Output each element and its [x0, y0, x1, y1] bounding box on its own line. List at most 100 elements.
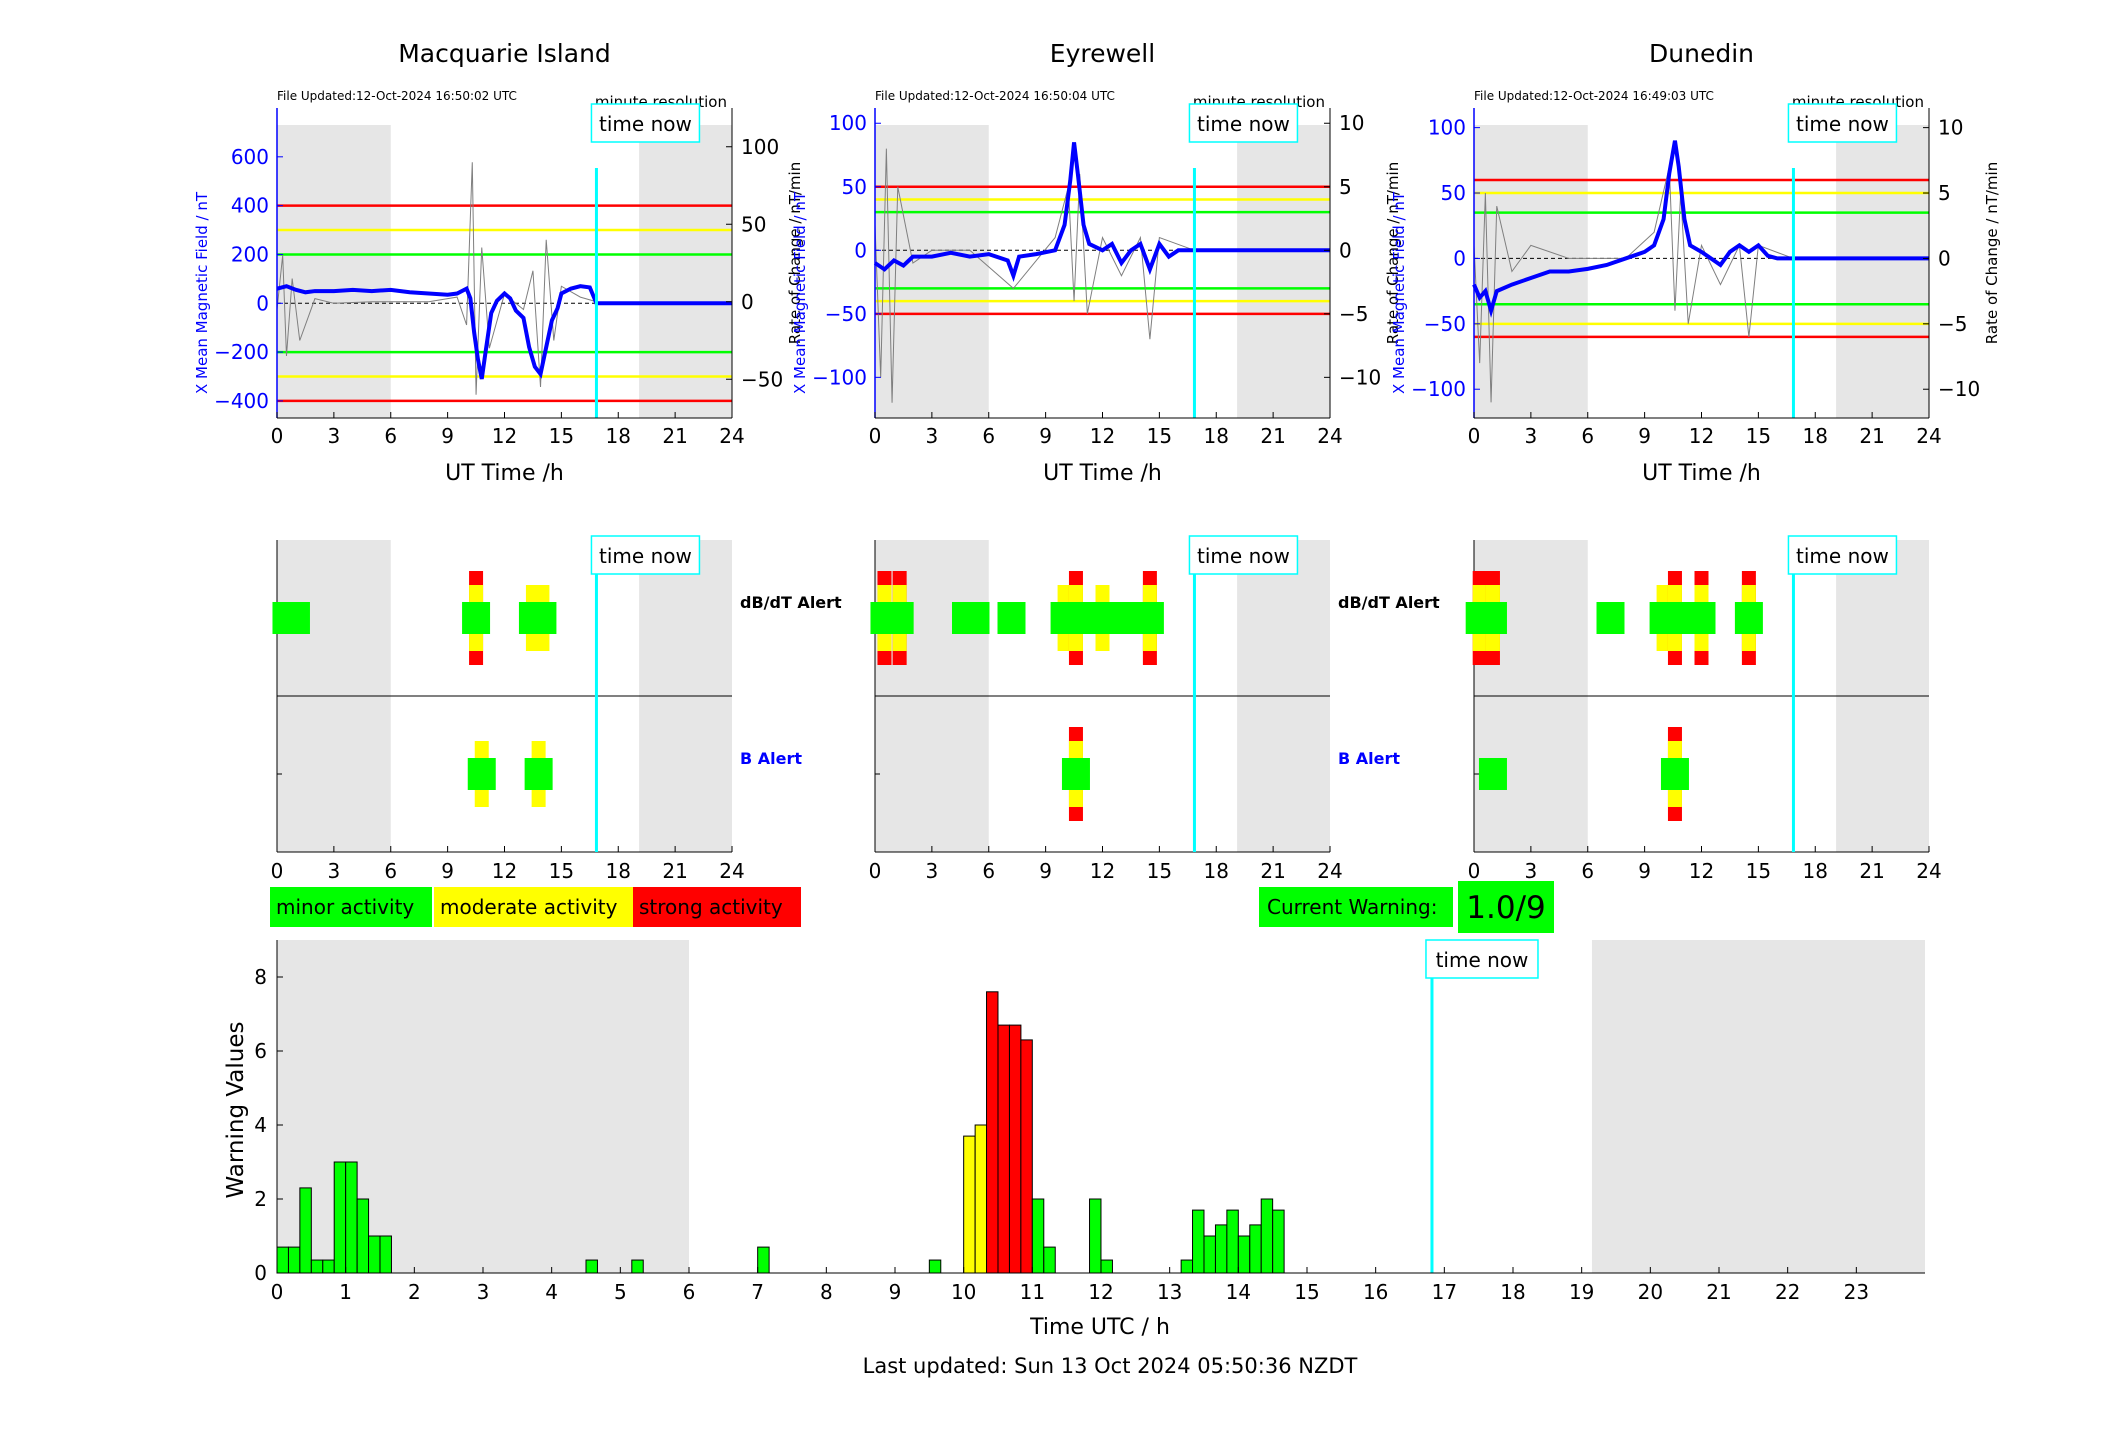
histogram-x-tick-label: 7 — [751, 1280, 764, 1304]
alert-x-tick-label: 24 — [1916, 859, 1941, 883]
x-tick-label: 18 — [1803, 424, 1828, 448]
histogram-x-tick-label: 1 — [339, 1280, 352, 1304]
left-tick-label: −400 — [214, 389, 269, 413]
time-now-box — [590, 103, 701, 143]
station-title: Eyrewell — [1050, 39, 1155, 68]
histogram-x-tick-label: 0 — [271, 1280, 284, 1304]
histogram-y-tick-label: 6 — [254, 1039, 267, 1063]
right-axis-label: Rate of Change / nT/min — [1983, 162, 2001, 344]
panel-dunedin: Dunedin File Updated:12-Oct-2024 16:49:03… — [1390, 39, 2001, 883]
alert-mark-minor — [1061, 602, 1090, 634]
time-now-box — [1787, 103, 1898, 143]
alert-time-now-label: time now — [1796, 544, 1889, 568]
x-tick-label: 6 — [384, 424, 397, 448]
x-tick-label: 15 — [549, 424, 574, 448]
panel-eyrewell: Eyrewell File Updated:12-Oct-2024 16:50:0… — [791, 39, 1440, 883]
right-tick-label: 100 — [741, 135, 779, 159]
alert-x-tick-label: 15 — [1746, 859, 1771, 883]
alert-time-now-label: time now — [1197, 544, 1290, 568]
alert-x-tick-label: 9 — [1638, 859, 1651, 883]
current-warning: Current Warning: 1.0/9 — [1259, 881, 1554, 933]
histogram-x-tick-label: 17 — [1432, 1280, 1457, 1304]
x-tick-label: 12 — [1090, 424, 1115, 448]
alert-mark-minor — [1687, 602, 1716, 634]
histogram-bar — [1237, 1235, 1251, 1274]
histogram-bar — [1031, 1198, 1045, 1274]
alert-x-tick-label: 3 — [328, 859, 341, 883]
alert-mark-minor — [1660, 602, 1689, 634]
right-axis-label: Rate of Change / nT/min — [1384, 162, 1402, 344]
histogram-bar — [1203, 1235, 1216, 1274]
alert-mark-minor — [1478, 758, 1507, 790]
alert-x-tick-label: 21 — [662, 859, 687, 883]
histogram-bar — [379, 1235, 392, 1274]
histogram-x-tick-label: 8 — [820, 1280, 833, 1304]
histogram-x-tick-label: 4 — [545, 1280, 558, 1304]
alert-mark-minor — [528, 602, 557, 634]
current-warning-label: Current Warning: — [1267, 895, 1437, 919]
histogram-bar — [1249, 1224, 1262, 1274]
histogram-x-tick-label: 6 — [683, 1280, 696, 1304]
alert-mark-minor — [1660, 758, 1689, 790]
right-axis-label: Rate of Change / nT/min — [786, 162, 804, 344]
alert-mark-minor — [1135, 602, 1164, 634]
histogram-x-tick-label: 13 — [1157, 1280, 1182, 1304]
alert-x-tick-label: 0 — [1468, 859, 1481, 883]
night-shading — [1237, 125, 1330, 418]
legend-swatch — [270, 887, 432, 927]
x-tick-label: 3 — [328, 424, 341, 448]
x-tick-label: 6 — [982, 424, 995, 448]
histogram-bar — [631, 1259, 644, 1274]
current-warning-value: 1.0/9 — [1466, 890, 1545, 926]
x-tick-label: 18 — [1204, 424, 1229, 448]
alert-x-tick-label: 12 — [1090, 859, 1115, 883]
x-tick-label: 12 — [492, 424, 517, 448]
mean-field-series — [1472, 140, 1929, 318]
alert-mark-minor — [1478, 602, 1507, 634]
left-tick-label: 600 — [231, 145, 269, 169]
legend-swatch — [633, 887, 801, 927]
histogram-y-axis-label: Warning Values — [223, 1021, 249, 1198]
x-tick-label: 15 — [1147, 424, 1172, 448]
histogram-y-tick-label: 4 — [254, 1113, 267, 1137]
file-updated-text: File Updated:12-Oct-2024 16:49:03 UTC — [1474, 89, 1714, 103]
left-tick-label: 0 — [854, 238, 867, 262]
x-tick-label: 21 — [662, 424, 687, 448]
left-tick-label: 400 — [231, 194, 269, 218]
histogram-bar — [928, 1259, 942, 1274]
histogram-x-tick-label: 3 — [477, 1280, 490, 1304]
x-tick-label: 9 — [1039, 424, 1052, 448]
histogram-bar — [1226, 1209, 1239, 1274]
x-tick-label: 0 — [869, 424, 882, 448]
right-tick-label: 0 — [1339, 238, 1352, 262]
x-axis-label: UT Time /h — [1043, 461, 1162, 486]
histogram-y-tick-label: 2 — [254, 1187, 267, 1211]
activity-legend: minor activity moderate activity strong ac… — [270, 887, 801, 927]
night-shading — [875, 125, 989, 418]
histogram-bar — [333, 1161, 347, 1274]
left-tick-label: −200 — [214, 340, 269, 364]
left-axis-label: X Mean Magnetic Field / nT — [193, 191, 211, 394]
alert-x-tick-label: 9 — [441, 859, 454, 883]
mean-field-series — [276, 284, 732, 380]
alert-x-tick-label: 18 — [606, 859, 631, 883]
histogram-night-shading — [1591, 940, 1925, 1273]
x-tick-label: 9 — [1638, 424, 1651, 448]
station-title: Macquarie Island — [398, 39, 611, 68]
histogram-bar — [1214, 1224, 1228, 1274]
time-now-label: time now — [599, 112, 692, 136]
right-tick-label: 0 — [1938, 246, 1951, 270]
histogram-x-tick-label: 9 — [889, 1280, 902, 1304]
alert-x-tick-label: 18 — [1204, 859, 1229, 883]
histogram-time-now-box — [1425, 939, 1539, 979]
histogram-bar — [1100, 1259, 1113, 1274]
histogram-x-tick-label: 12 — [1088, 1280, 1113, 1304]
night-shading — [1836, 125, 1929, 418]
current-warning-value-bg — [1458, 881, 1554, 933]
x-tick-label: 21 — [1859, 424, 1884, 448]
left-axis-label: X Mean Magnetic Field / nT — [1390, 191, 1408, 394]
last-updated: Last updated: Sun 13 Oct 2024 05:50:36 N… — [863, 1354, 1358, 1378]
histogram-x-tick-label: 21 — [1706, 1280, 1731, 1304]
